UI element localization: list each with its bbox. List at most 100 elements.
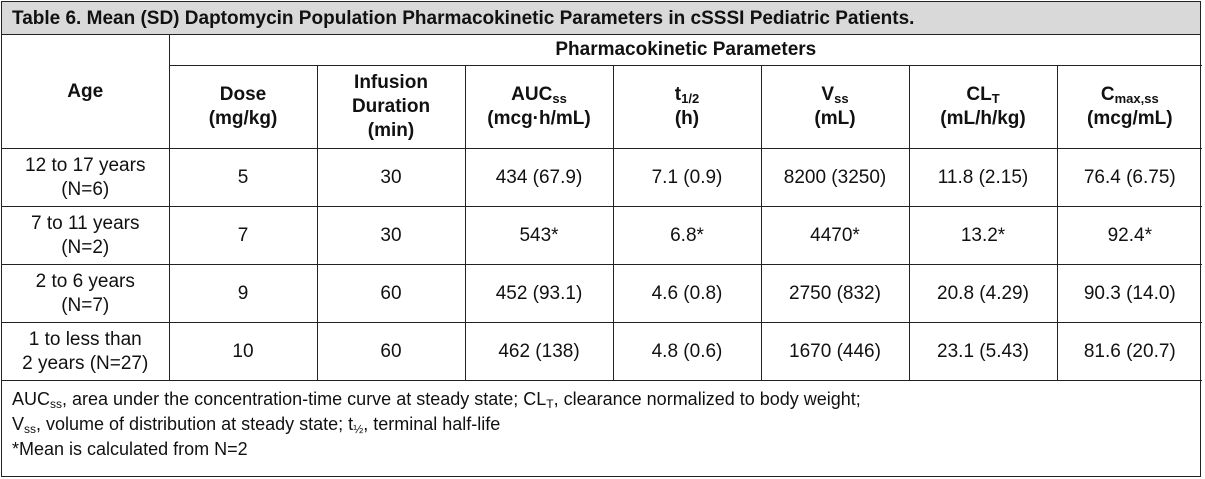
value-cell: 76.4 (6.75) [1056, 148, 1203, 207]
footnote-subscript: ss [24, 422, 37, 436]
header-col-1: Infusion Duration (min) [316, 65, 466, 149]
value-cell: 7 [168, 206, 318, 265]
value-cell: 81.6 (20.7) [1056, 322, 1203, 381]
header-col-label: CLT [914, 83, 1053, 107]
header-col-subscript: ss [834, 91, 849, 106]
header-col-0: Dose (mg/kg) [169, 65, 318, 149]
value-cell: 13.2* [908, 206, 1058, 265]
header-col-main: AUC [511, 84, 553, 105]
age-line: 7 to 11 years [31, 212, 140, 234]
value-cell: 1670 (446) [760, 322, 910, 381]
footnote-text: , clearance normalized to body weight; [553, 389, 861, 409]
header-col-4: Vss (mL) [760, 65, 910, 149]
footnotes: AUCss, area under the concentration-time… [2, 381, 1200, 462]
value-cell: 90.3 (14.0) [1056, 264, 1203, 323]
table-title: Table 6. Mean (SD) Daptomycin Population… [2, 2, 1200, 35]
header-col-main: Dose [219, 84, 267, 105]
header-col-unit: (mL/h/kg) [940, 108, 1026, 129]
age-cell: 1 to less than 2 years (N=27) [2, 322, 170, 381]
table-row: 12 to 17 years (N=6) 5 30 434 (67.9) 7.1 (0.9… [2, 148, 1203, 207]
footnote-subscript: T [546, 397, 554, 411]
header-row-group: Age Pharmacokinetic Parameters [2, 35, 1203, 149]
value-cell: 92.4* [1056, 206, 1203, 265]
age-line: (N=7) [61, 294, 110, 316]
footnote-subscript: ½ [353, 422, 364, 436]
age-cell: 12 to 17 years (N=6) [2, 148, 170, 207]
header-col-label: Infusion Duration [322, 71, 461, 119]
header-age: Age [2, 35, 170, 149]
pk-table: Age Pharmacokinetic Parameters Dose (mg/k… [2, 35, 1203, 381]
footnote-text: AUC [12, 389, 51, 409]
footnote-text: , volume of distribution at steady state… [36, 414, 354, 434]
value-cell: 60 [316, 322, 466, 381]
header-col-subscript: ss [552, 91, 567, 106]
age-line: (N=6) [61, 178, 110, 200]
header-col-subscript: T [991, 91, 1000, 106]
age-cell: 2 to 6 years (N=7) [2, 264, 170, 323]
footnote-subscript: ss [50, 397, 63, 411]
age-line: 12 to 17 years [25, 154, 146, 176]
age-line: 2 to 6 years [35, 270, 135, 292]
value-cell: 462 (138) [464, 322, 614, 381]
value-cell: 4.8 (0.6) [612, 322, 762, 381]
header-col-3: t1/2 (h) [612, 65, 762, 149]
value-cell: 9 [168, 264, 318, 323]
value-cell: 11.8 (2.15) [908, 148, 1058, 207]
header-col-unit: (mcg/mL) [1087, 108, 1173, 129]
value-cell: 5 [168, 148, 318, 207]
value-cell: 23.1 (5.43) [908, 322, 1058, 381]
header-col-unit: (min) [367, 120, 415, 141]
value-cell: 434 (67.9) [464, 148, 614, 207]
table-row: 7 to 11 years (N=2) 7 30 543* 6.8* 4470* 13.2* 9… [2, 206, 1203, 265]
value-cell: 2750 (832) [760, 264, 910, 323]
header-col-main: Infusion Duration [351, 72, 431, 117]
header-col-unit: (mL) [814, 108, 856, 129]
header-row-columns: Dose (mg/kg) Infusion Duration (min) AUCss (m… [2, 65, 1203, 149]
value-cell: 30 [316, 148, 466, 207]
footnote-text: V [12, 414, 25, 434]
footnote-text: , area under the concentration-time curv… [62, 389, 547, 409]
table-row: 2 to 6 years (N=7) 9 60 452 (93.1) 4.6 (0.8) 2… [2, 264, 1203, 323]
footnote-line-3: *Mean is calculated from N=2 [12, 437, 1190, 462]
header-col-label: AUCss [470, 83, 609, 107]
header-col-main: C [1100, 84, 1115, 105]
header-col-unit: (mcg·h/mL) [487, 108, 591, 129]
value-cell: 10 [168, 322, 318, 381]
header-col-6: Cmax,ss (mcg/mL) [1056, 65, 1203, 149]
header-col-label: Dose [174, 83, 313, 107]
value-cell: 6.8* [612, 206, 762, 265]
age-cell: 7 to 11 years (N=2) [2, 206, 170, 265]
header-col-main: CL [966, 84, 992, 105]
value-cell: 4.6 (0.8) [612, 264, 762, 323]
header-group-pk-parameters: Pharmacokinetic Parameters [168, 35, 1203, 66]
header-col-label: Vss [766, 83, 905, 107]
header-col-unit: (h) [674, 108, 700, 129]
value-cell: 7.1 (0.9) [612, 148, 762, 207]
header-col-subscript: 1/2 [681, 91, 700, 106]
header-col-label: t1/2 [618, 83, 757, 107]
header-col-subscript: max,ss [1114, 91, 1159, 106]
header-col-5: CLT (mL/h/kg) [908, 65, 1058, 149]
value-cell: 452 (93.1) [464, 264, 614, 323]
header-col-unit: (mg/kg) [208, 108, 278, 129]
header-col-main: t [674, 84, 682, 105]
footnote-text: , terminal half-life [363, 414, 501, 434]
value-cell: 60 [316, 264, 466, 323]
header-col-2: AUCss (mcg·h/mL) [464, 65, 614, 149]
value-cell: 20.8 (4.29) [908, 264, 1058, 323]
value-cell: 543* [464, 206, 614, 265]
header-col-main: V [821, 84, 835, 105]
age-line: 2 years (N=27) [22, 352, 149, 374]
footnote-text: *Mean is calculated from N=2 [12, 439, 248, 459]
header-col-label: Cmax,ss [1062, 83, 1199, 107]
age-line: (N=2) [61, 236, 110, 258]
age-line: 1 to less than [28, 328, 142, 350]
value-cell: 4470* [760, 206, 910, 265]
footnote-line-1: AUCss, area under the concentration-time… [12, 387, 1190, 412]
table-row: 1 to less than 2 years (N=27) 10 60 462 (138… [2, 322, 1203, 381]
value-cell: 30 [316, 206, 466, 265]
footnote-line-2: Vss, volume of distribution at steady st… [12, 412, 1190, 437]
value-cell: 8200 (3250) [760, 148, 910, 207]
table-body: Age Pharmacokinetic Parameters Dose (mg/k… [2, 35, 1203, 381]
